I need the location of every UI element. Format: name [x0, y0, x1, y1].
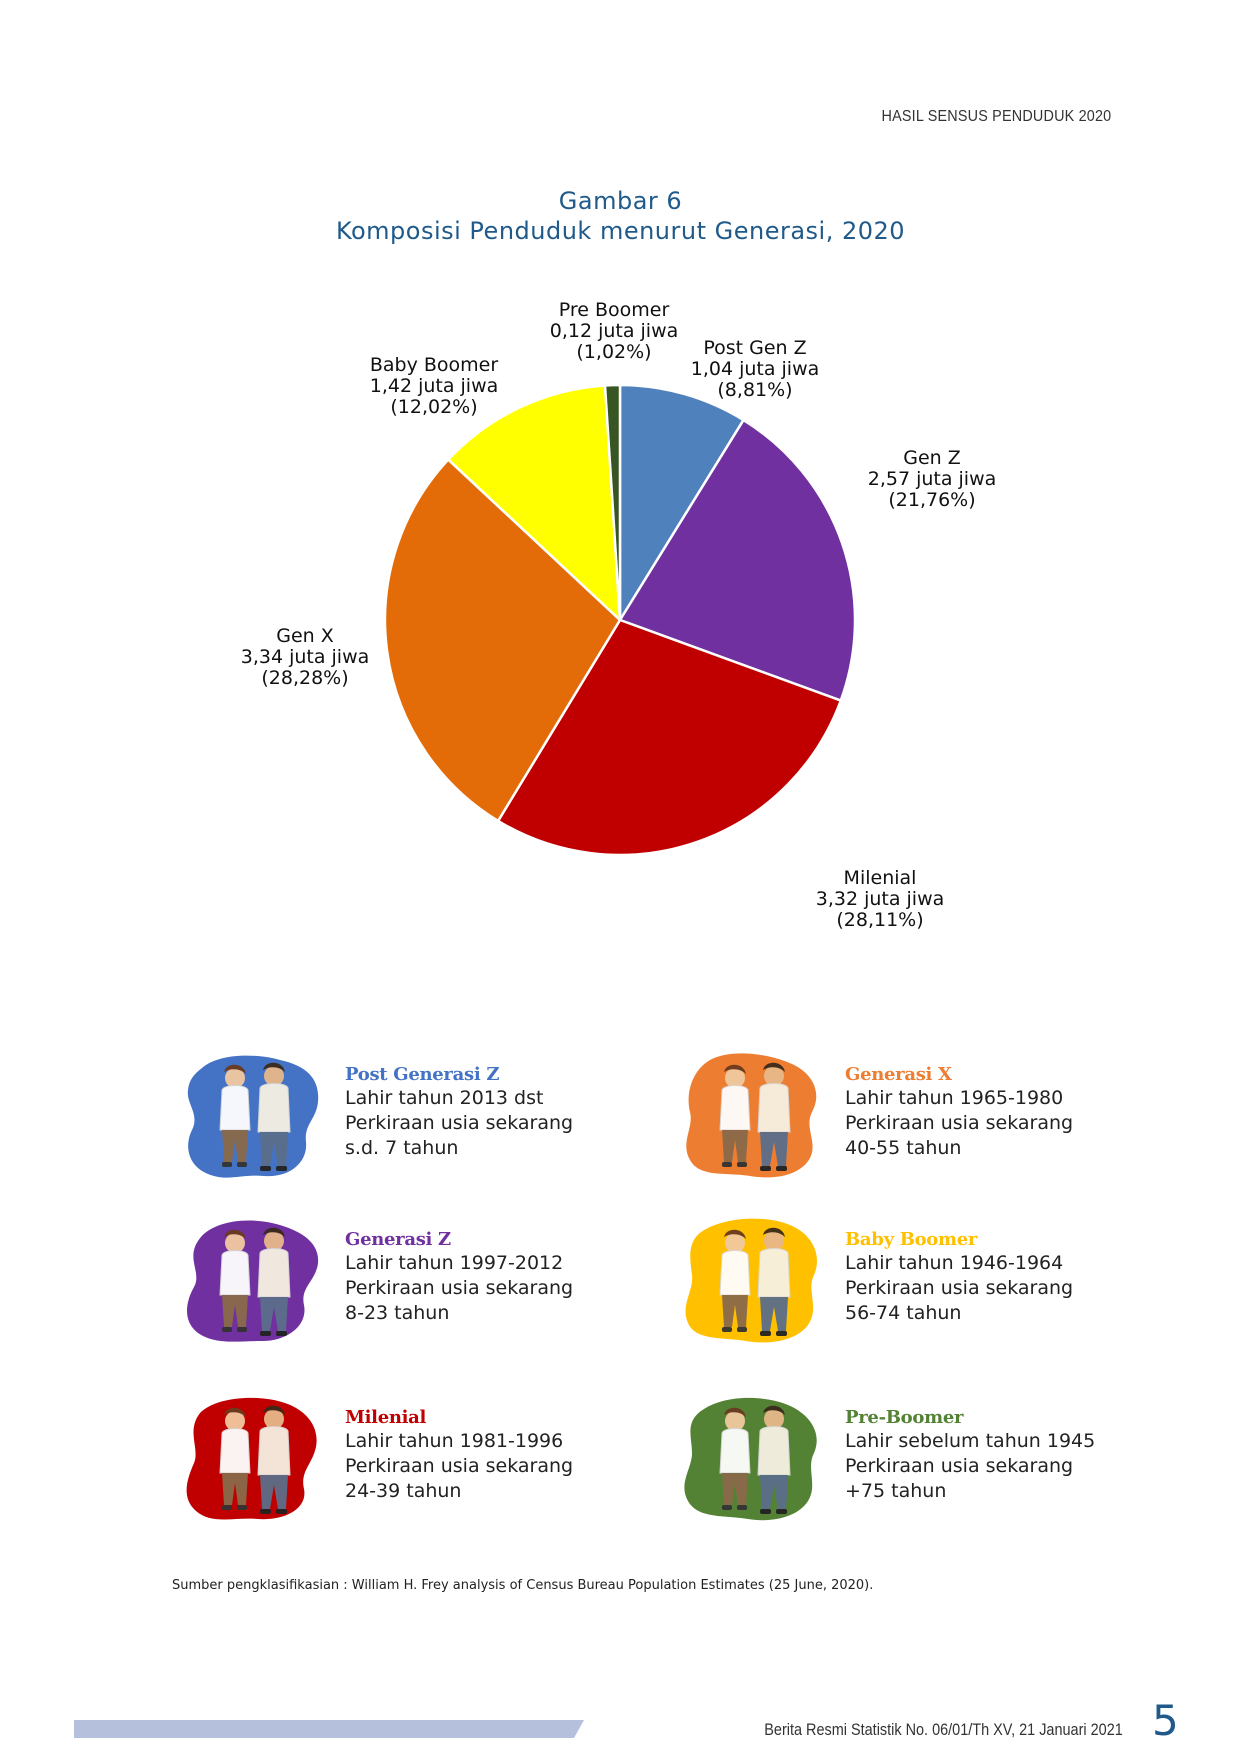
young-couple-icon	[180, 1393, 325, 1525]
legend-birth-years: Lahir tahun 1997-2012	[345, 1252, 564, 1274]
pie-slice-milenial	[496, 618, 843, 857]
legend-age-range: 40-55 tahun	[845, 1137, 962, 1159]
pie-slice-pre-boomer	[603, 383, 622, 622]
pie-label-percent-label: (28,11%)	[836, 909, 924, 931]
legend-title: Generasi X	[845, 1064, 952, 1085]
pie-label-percent-label: (21,76%)	[888, 489, 976, 511]
pie-label-value-label: 3,34 juta jiwa	[240, 646, 370, 668]
legend-text: Milenial Lahir tahun 1981-1996 Perkiraan u…	[345, 1407, 573, 1504]
legend-text: Baby Boomer Lahir tahun 1946-1964 Perkiraa…	[845, 1229, 1073, 1326]
business-couple-icon	[680, 1215, 825, 1347]
pie-slice-baby-boomer	[447, 384, 622, 622]
pie-label-value-label: 0,12 juta jiwa	[549, 320, 679, 342]
pie-label-name: Pre Boomer	[558, 299, 670, 321]
pie-label-name: Milenial	[843, 867, 917, 889]
pie-slice-gen-z	[618, 418, 857, 702]
pie-label-gen-z: Gen Z 2,57 juta jiwa (21,76%)	[868, 448, 997, 511]
legend-title: Milenial	[345, 1407, 427, 1428]
children-playing-icon	[180, 1050, 325, 1182]
legend-title: Generasi Z	[345, 1229, 451, 1250]
pie-slice-post-gen-z	[618, 383, 745, 622]
students-icon	[180, 1215, 325, 1347]
legend-item-post-generasi-z: Post Generasi Z Lahir tahun 2013 dst Perki…	[180, 1050, 650, 1190]
legend-birth-years: Lahir tahun 1946-1964	[845, 1252, 1064, 1274]
legend-text: Generasi Z Lahir tahun 1997-2012 Perkiraan…	[345, 1229, 573, 1326]
legend-item-generasi-x: Generasi X Lahir tahun 1965-1980 Perkiraan…	[680, 1050, 1150, 1190]
legend-birth-years: Lahir tahun 1965-1980	[845, 1087, 1064, 1109]
legend-age-range: +75 tahun	[845, 1480, 947, 1502]
pie-label-value-label: 1,04 juta jiwa	[690, 358, 820, 380]
pie-label-percent-label: (8,81%)	[717, 379, 793, 401]
pie-label-value-label: 3,32 juta jiwa	[815, 888, 945, 910]
legend-birth-years: Lahir tahun 2013 dst	[345, 1087, 544, 1109]
legend-text: Pre-Boomer Lahir sebelum tahun 1945 Perkir…	[845, 1407, 1095, 1504]
pie-label-percent-label: (1,02%)	[576, 341, 652, 363]
footer-text: Berita Resmi Statistik No. 06/01/Th XV, …	[764, 1720, 1123, 1739]
legend-title: Post Generasi Z	[345, 1064, 500, 1085]
legend-age-caption: Perkiraan usia sekarang	[845, 1112, 1074, 1134]
legend-age-caption: Perkiraan usia sekarang	[345, 1112, 574, 1134]
figure-title-block: Gambar 6 Komposisi Penduduk menurut Gene…	[0, 186, 1241, 246]
legend-age-caption: Perkiraan usia sekarang	[845, 1455, 1074, 1477]
pie-label-name: Baby Boomer	[369, 354, 499, 376]
pie-label-gen-x: Gen X 3,34 juta jiwa (28,28%)	[241, 626, 370, 689]
pie-label-percent-label: (12,02%)	[390, 396, 478, 418]
header-title: HASIL SENSUS PENDUDUK 2020	[881, 108, 1111, 125]
legend-birth-years: Lahir tahun 1981-1996	[345, 1430, 564, 1452]
pie-label-baby-boomer: Baby Boomer 1,42 juta jiwa (12,02%)	[370, 355, 499, 418]
pie-slice-gen-x	[383, 458, 622, 823]
legend-text: Generasi X Lahir tahun 1965-1980 Perkiraan…	[845, 1064, 1073, 1161]
legend-item-pre-boomer: Pre-Boomer Lahir sebelum tahun 1945 Perkir…	[680, 1393, 1150, 1533]
pie-label-value-label: 2,57 juta jiwa	[867, 468, 997, 490]
figure-title: Komposisi Penduduk menurut Generasi, 202…	[335, 217, 906, 245]
pie-label-post-gen-z: Post Gen Z 1,04 juta jiwa (8,81%)	[691, 338, 820, 401]
figure-number: Gambar 6	[558, 187, 683, 215]
pie-label-pre-boomer: Pre Boomer 0,12 juta jiwa (1,02%)	[550, 300, 679, 363]
legend-age-range: 24-39 tahun	[345, 1480, 462, 1502]
legend-item-baby-boomer: Baby Boomer Lahir tahun 1946-1964 Perkiraa…	[680, 1215, 1150, 1355]
legend-item-generasi-z: Generasi Z Lahir tahun 1997-2012 Perkiraan…	[180, 1215, 650, 1355]
legend-age-range: 8-23 tahun	[345, 1302, 450, 1324]
legend-age-caption: Perkiraan usia sekarang	[845, 1277, 1074, 1299]
pie-label-name: Gen Z	[903, 447, 961, 469]
legend-age-range: s.d. 7 tahun	[345, 1137, 459, 1159]
legend-age-caption: Perkiraan usia sekarang	[345, 1277, 574, 1299]
legend-birth-years: Lahir sebelum tahun 1945	[845, 1430, 1096, 1452]
pie-label-name: Gen X	[276, 625, 334, 647]
legend-title: Baby Boomer	[845, 1229, 978, 1250]
footer-bar	[74, 1720, 584, 1738]
pie-chart	[383, 383, 857, 857]
legend-age-range: 56-74 tahun	[845, 1302, 962, 1324]
pie-label-value-label: 1,42 juta jiwa	[369, 375, 499, 397]
pie-label-milenial: Milenial 3,32 juta jiwa (28,11%)	[816, 868, 945, 931]
pie-label-percent-label: (28,28%)	[261, 667, 349, 689]
legend-age-caption: Perkiraan usia sekarang	[345, 1455, 574, 1477]
legend-text: Post Generasi Z Lahir tahun 2013 dst Perki…	[345, 1064, 573, 1161]
page-number: 5	[1152, 1696, 1179, 1745]
source-note: Sumber pengklasifikasian : William H. Fr…	[172, 1578, 874, 1593]
legend-title: Pre-Boomer	[845, 1407, 964, 1428]
pie-label-name: Post Gen Z	[703, 337, 807, 359]
legend-item-milenial: Milenial Lahir tahun 1981-1996 Perkiraan u…	[180, 1393, 650, 1533]
adult-couple-icon	[680, 1050, 825, 1182]
elderly-wheelchair-icon	[680, 1393, 825, 1525]
